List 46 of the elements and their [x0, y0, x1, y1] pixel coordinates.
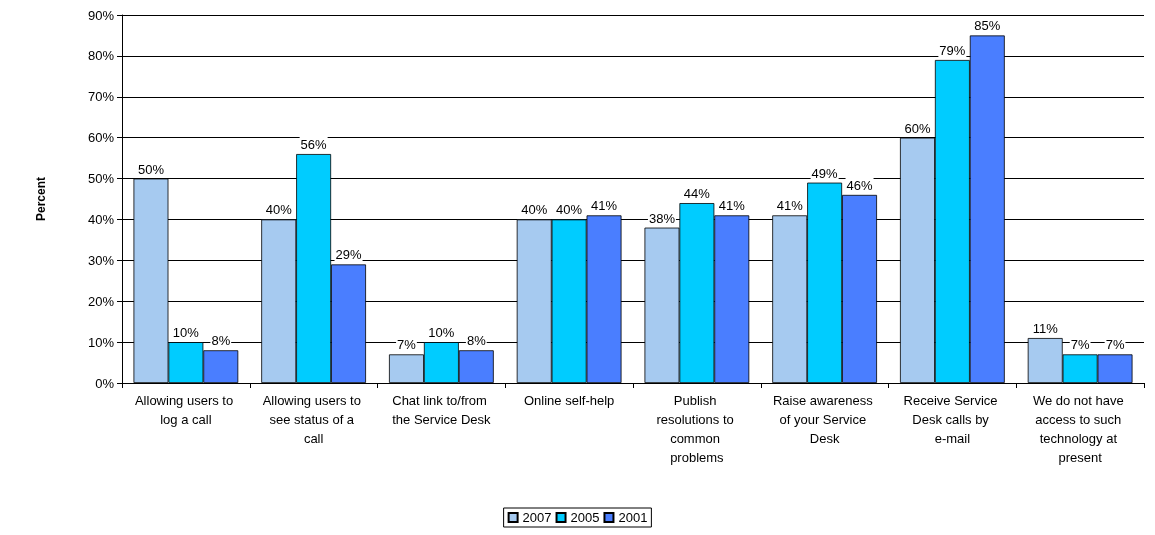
x-tick-label: Chat link to/from the Service Desk [392, 393, 491, 427]
y-tick-label: 0% [95, 375, 115, 391]
data-label: 40% [265, 202, 293, 218]
data-label: 41% [591, 198, 618, 214]
x-tick-label: Receive Service Desk calls by e-mail [903, 393, 1002, 446]
x-tick-label: Allowing users to see status of a call [262, 393, 365, 446]
legend-label: 2001 [618, 510, 648, 525]
x-tick-label: Online self-help [523, 393, 615, 408]
data-label: 7% [1070, 337, 1090, 353]
data-label: 10% [428, 325, 455, 341]
data-label: 8% [466, 333, 487, 349]
data-label: 29% [335, 247, 362, 263]
data-label: 40% [556, 202, 583, 218]
data-label: 60% [904, 120, 931, 136]
data-label: 56% [300, 137, 328, 153]
data-label: 50% [137, 161, 165, 177]
legend-label: 2007 [522, 510, 552, 525]
data-label: 79% [939, 42, 966, 58]
y-tick-label: 70% [87, 89, 115, 105]
y-tick-label: 80% [87, 48, 115, 64]
data-label: 7% [1105, 337, 1125, 353]
data-label: 40% [521, 202, 548, 218]
x-tick-label: Publish resolutions to common problems [656, 393, 738, 465]
data-label: 46% [846, 177, 873, 193]
y-tick-label: 10% [87, 334, 115, 350]
y-tick-label: 20% [87, 293, 115, 309]
y-axis-title: Percent [34, 176, 48, 222]
legend-label: 2005 [570, 510, 600, 525]
data-label: 8% [211, 333, 231, 349]
x-tick-label: We do not have access to such technology at present [1032, 393, 1128, 465]
y-tick-label: 50% [87, 171, 115, 187]
x-tick-label: Allowing users to log a call [134, 393, 237, 427]
y-tick-label: 40% [87, 211, 115, 227]
y-tick-label: 90% [87, 7, 115, 23]
data-label: 41% [718, 198, 746, 214]
data-label: 11% [1032, 321, 1059, 337]
x-tick-label: Raise awareness of your Service Desk [772, 393, 877, 446]
data-label: 44% [683, 186, 711, 202]
data-label: 49% [811, 165, 839, 181]
y-tick-label: 60% [87, 130, 115, 146]
data-label: 41% [776, 198, 804, 214]
y-tick-label: 30% [87, 252, 115, 268]
data-label: 7% [397, 337, 417, 353]
data-label: 10% [172, 325, 200, 341]
data-label: 85% [974, 18, 1001, 34]
data-label: 38% [648, 210, 676, 226]
